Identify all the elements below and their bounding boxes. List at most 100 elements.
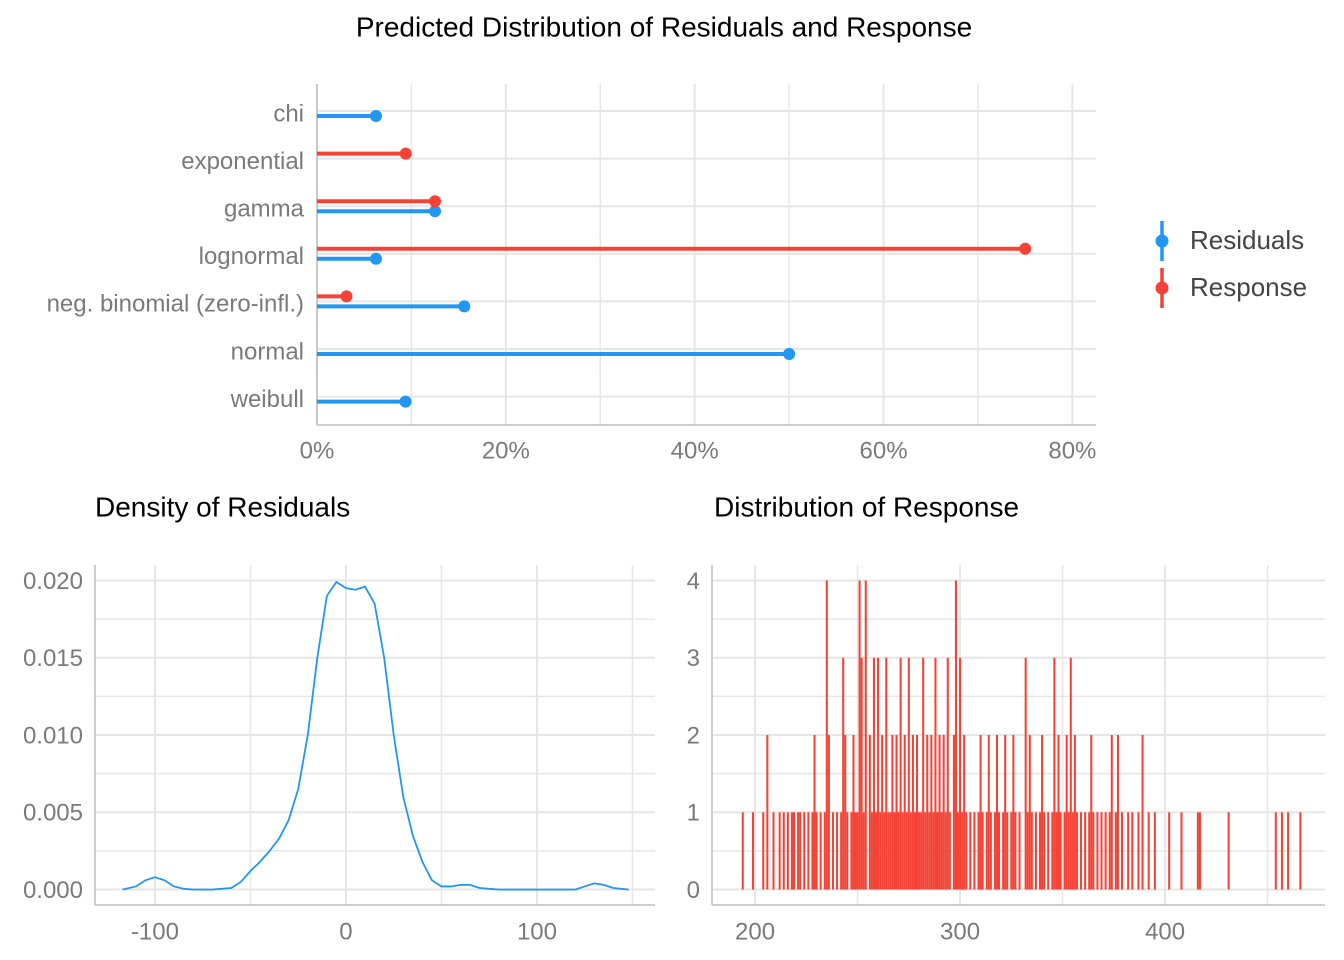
bar [840,812,843,890]
bar [1043,812,1046,890]
bar [897,812,900,890]
bar [1274,812,1277,890]
y-tick-label: neg. binomial (zero-infl.) [47,291,304,318]
y-tick-label: 0 [687,877,700,904]
bar [1287,812,1290,890]
bar [1055,812,1058,890]
chart-title: Density of Residuals [95,491,350,522]
bar [1137,812,1140,890]
bar [772,812,775,890]
bar [1116,735,1119,890]
bar [1053,657,1056,890]
bar [965,812,968,890]
bar [1026,812,1029,890]
bar [766,735,769,890]
bar [778,812,781,890]
legend-label: Residuals [1190,225,1304,255]
bar [807,812,810,890]
bar [813,735,816,890]
bar [1012,735,1015,890]
lollipop-dot [399,395,412,408]
bar [852,735,855,890]
bar [1096,812,1099,890]
bar [823,812,826,890]
bar [1080,812,1083,890]
bar [956,812,960,890]
bar [922,657,925,890]
bar [989,812,992,890]
bar [1028,735,1031,890]
bar [1075,812,1078,890]
y-tick-label: 0.010 [23,722,83,749]
bar [862,812,865,890]
bar [751,812,755,890]
bar [940,812,943,890]
bar [1088,812,1091,890]
lollipop-dot [458,300,471,313]
bar [850,812,853,890]
chart-title: Distribution of Response [714,491,1019,522]
bar [1069,657,1072,890]
bar [963,735,966,890]
bar [946,657,949,890]
bar [1280,812,1283,890]
bar [918,812,921,890]
bar [811,812,814,890]
legend-label: Response [1190,272,1307,302]
bar [1047,812,1050,890]
bar [915,735,919,890]
y-tick-label: 0.005 [23,800,83,827]
bar [936,812,939,890]
y-tick-label: chi [273,100,304,127]
bar [741,812,744,890]
bar [1198,812,1201,890]
bar [1030,812,1033,890]
y-tick-label: gamma [224,196,305,223]
bar [799,812,802,890]
bar [815,812,818,890]
legend-key [1155,234,1169,248]
bar [1168,812,1171,890]
legend-key [1155,281,1169,295]
bar [1180,812,1183,890]
bar [895,735,898,890]
bar [1127,812,1130,890]
bar [790,812,793,890]
bar [1227,812,1230,890]
bar [911,735,914,890]
bar [868,735,871,890]
bar [792,812,796,890]
bar [858,580,861,890]
bar [1196,812,1199,890]
bar [961,812,964,890]
bar [846,812,849,890]
bar [1121,812,1124,890]
bar [881,735,884,890]
y-tick-label: 0.015 [23,645,83,672]
bar [885,657,888,890]
bar [997,812,1001,890]
bar [942,735,945,890]
bar [842,657,845,890]
lollipop-dot [370,252,383,265]
bar [1092,812,1095,890]
x-tick-label: 0% [300,437,335,464]
bar [1065,735,1068,890]
bar [827,735,830,890]
bar [797,812,800,890]
bar [930,735,933,890]
bar [1100,812,1103,890]
bar [872,657,875,890]
x-tick-label: 20% [482,437,530,464]
x-tick-label: 40% [671,437,719,464]
bar [1114,812,1117,890]
bar [803,812,806,890]
y-tick-label: normal [231,338,304,365]
bar [874,812,878,890]
bar [938,735,941,890]
bar [1014,812,1017,890]
bar [948,812,951,890]
bar [928,812,931,890]
bar [952,735,955,890]
bar [924,812,927,890]
